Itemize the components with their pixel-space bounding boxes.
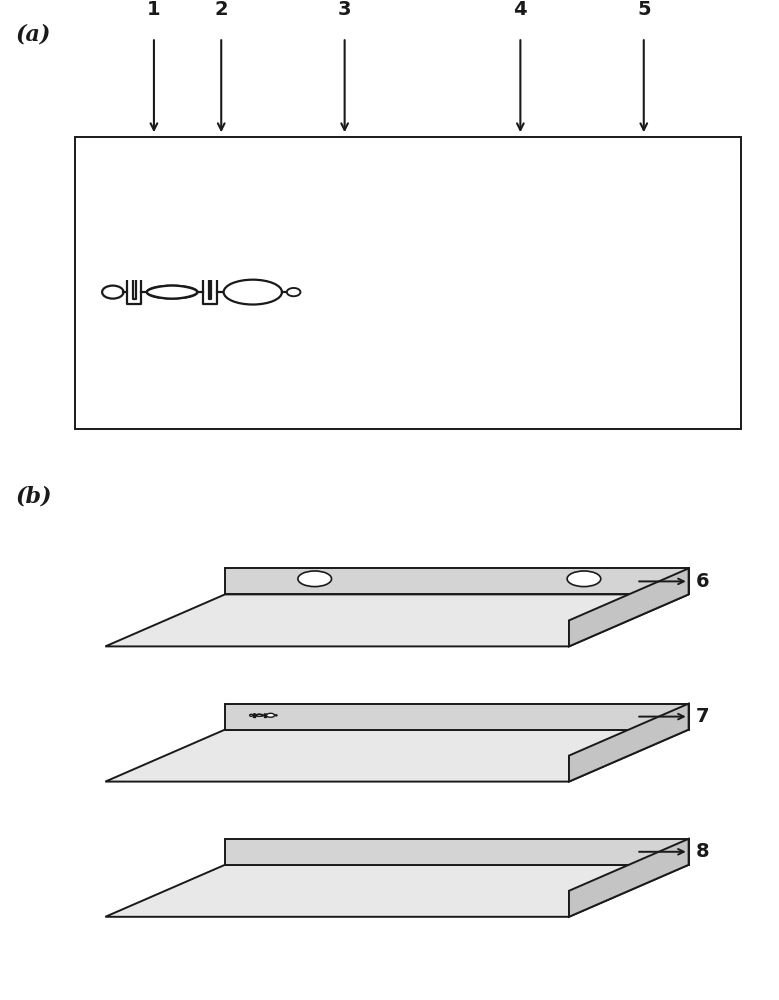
Ellipse shape [224, 280, 282, 305]
Ellipse shape [256, 714, 263, 716]
Polygon shape [105, 730, 689, 782]
Text: 3: 3 [338, 0, 351, 19]
Text: (a): (a) [16, 24, 51, 46]
Circle shape [275, 715, 277, 716]
Text: 8: 8 [696, 842, 710, 861]
Polygon shape [225, 704, 689, 730]
Polygon shape [569, 568, 689, 646]
Polygon shape [225, 839, 689, 865]
Text: 2: 2 [214, 0, 228, 19]
Ellipse shape [256, 714, 263, 716]
Text: 7: 7 [696, 707, 710, 726]
Circle shape [102, 286, 124, 299]
Ellipse shape [298, 571, 332, 587]
Ellipse shape [146, 286, 197, 299]
Bar [76, 137, 741, 429]
Text: 4: 4 [513, 0, 527, 19]
Polygon shape [225, 568, 689, 594]
Polygon shape [569, 704, 689, 782]
Text: 6: 6 [696, 572, 710, 591]
Text: 5: 5 [637, 0, 650, 19]
Ellipse shape [266, 713, 274, 717]
Circle shape [249, 714, 252, 716]
Circle shape [287, 288, 301, 296]
Text: (b): (b) [16, 485, 52, 507]
Polygon shape [105, 594, 689, 646]
Polygon shape [569, 839, 689, 917]
Text: 1: 1 [147, 0, 160, 19]
Ellipse shape [146, 286, 197, 299]
Polygon shape [105, 865, 689, 917]
Ellipse shape [567, 571, 601, 587]
